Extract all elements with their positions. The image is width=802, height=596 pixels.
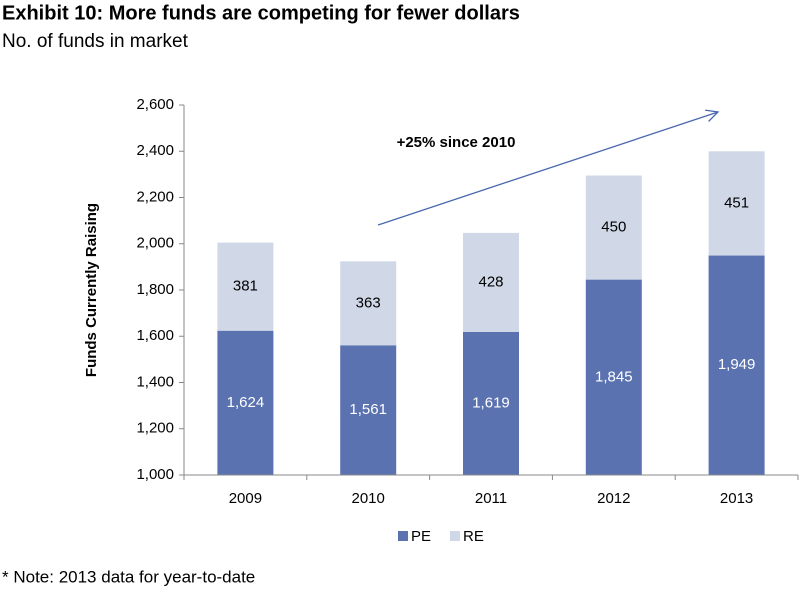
x-tick-label: 2012 bbox=[597, 490, 630, 507]
y-tick-label: 1,000 bbox=[136, 466, 174, 483]
bar-segment bbox=[585, 279, 642, 475]
legend-label: RE bbox=[463, 528, 484, 545]
y-tick-label: 1,400 bbox=[136, 373, 174, 390]
chart-title: Exhibit 10: More funds are competing for… bbox=[2, 2, 520, 24]
bar-segment bbox=[708, 151, 765, 256]
bar-segment bbox=[340, 261, 397, 346]
value-label: 428 bbox=[478, 273, 503, 290]
value-label: 381 bbox=[233, 278, 258, 295]
bar-segment bbox=[463, 331, 519, 475]
annotation: +25% since 2010 bbox=[397, 134, 516, 151]
x-tick-label: 2009 bbox=[229, 490, 262, 507]
value-label: 450 bbox=[601, 219, 626, 236]
y-tick-label: 1,200 bbox=[136, 420, 174, 437]
legend-label: PE bbox=[411, 528, 431, 545]
chart-subtitle: No. of funds in market bbox=[2, 31, 189, 52]
value-label: 1,624 bbox=[227, 394, 265, 411]
bar-segment bbox=[217, 330, 274, 475]
bar-segment bbox=[340, 345, 397, 475]
x-tick-label: 2013 bbox=[720, 490, 753, 507]
bar-segment bbox=[217, 242, 274, 331]
y-tick-label: 1,600 bbox=[136, 327, 174, 344]
value-label: 1,949 bbox=[718, 356, 756, 373]
y-tick-label: 2,200 bbox=[136, 188, 174, 205]
legend-swatch bbox=[398, 531, 408, 541]
x-tick-label: 2011 bbox=[475, 490, 507, 507]
value-label: 1,619 bbox=[472, 394, 510, 411]
value-label: 1,845 bbox=[595, 368, 633, 385]
y-tick-label: 2,400 bbox=[136, 142, 174, 159]
value-label: 451 bbox=[724, 194, 749, 211]
bar-segment bbox=[463, 232, 519, 332]
value-label: 1,561 bbox=[349, 401, 387, 418]
bar-segment bbox=[708, 255, 765, 475]
value-label: 363 bbox=[356, 294, 381, 311]
y-tick-label: 2,600 bbox=[136, 96, 174, 113]
legend-swatch bbox=[450, 531, 460, 541]
y-axis-label: Funds Currently Raising bbox=[83, 203, 100, 377]
bar-segment bbox=[585, 175, 642, 280]
trend-arrow bbox=[377, 112, 718, 226]
note: * Note: 2013 data for year-to-date bbox=[2, 567, 255, 586]
y-tick-label: 1,800 bbox=[136, 281, 174, 298]
x-tick-label: 2010 bbox=[352, 490, 385, 507]
y-tick-label: 2,000 bbox=[136, 235, 174, 252]
